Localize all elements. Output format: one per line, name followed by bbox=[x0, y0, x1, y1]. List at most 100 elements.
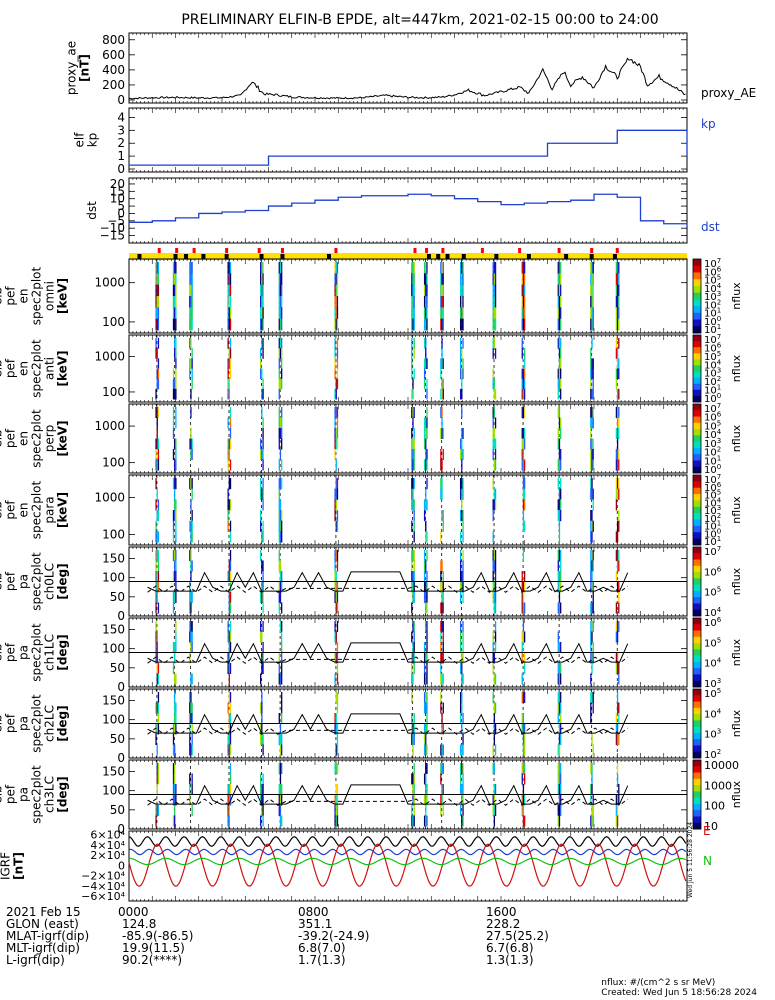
colorbar-cell bbox=[693, 689, 701, 696]
flux-cell bbox=[227, 488, 229, 500]
flux-cell bbox=[281, 459, 283, 471]
flux-cell bbox=[229, 296, 232, 308]
flux-cell bbox=[229, 763, 232, 774]
flux-cell bbox=[279, 348, 282, 359]
flux-cell bbox=[190, 673, 192, 685]
flux-cell bbox=[157, 378, 160, 390]
flux-cell bbox=[493, 815, 496, 827]
flux-cell bbox=[462, 773, 464, 785]
flux-cell bbox=[281, 581, 283, 593]
flux-cell bbox=[441, 407, 443, 418]
flux-cell bbox=[494, 702, 497, 714]
flux-cell bbox=[412, 273, 414, 286]
flux-cell bbox=[618, 449, 620, 460]
colorbar-cell bbox=[693, 365, 701, 373]
flux-cell bbox=[616, 815, 619, 827]
flux-cell bbox=[229, 560, 232, 572]
flux-cell bbox=[260, 702, 262, 714]
flux-cell bbox=[411, 581, 413, 593]
flux-cell bbox=[334, 723, 336, 735]
flux-cell bbox=[279, 744, 282, 756]
flux-cell bbox=[191, 488, 193, 500]
flux-cell bbox=[260, 621, 262, 632]
flux-cell bbox=[174, 713, 176, 724]
flux-cell bbox=[590, 348, 592, 359]
flux-cell bbox=[425, 348, 427, 359]
flux-cell bbox=[189, 438, 191, 450]
flux-cell bbox=[558, 273, 561, 286]
zone-marker bbox=[225, 248, 229, 253]
flux-cell bbox=[174, 744, 176, 756]
flux-cell bbox=[260, 592, 262, 603]
flux-cell bbox=[335, 581, 337, 593]
flux-cell bbox=[174, 438, 176, 450]
flux-cell bbox=[494, 307, 497, 320]
flux-cell bbox=[278, 262, 280, 274]
flux-cell bbox=[279, 273, 282, 286]
flux-cell bbox=[174, 571, 176, 582]
flux-cell bbox=[157, 763, 160, 774]
flux-cell bbox=[172, 642, 175, 653]
flux-cell bbox=[590, 581, 592, 593]
flux-cell bbox=[175, 784, 177, 795]
flux-cell bbox=[522, 631, 525, 643]
flux-cell bbox=[412, 407, 414, 418]
flux-cell bbox=[592, 550, 594, 561]
flux-cell bbox=[557, 407, 559, 418]
flux-cell bbox=[592, 318, 594, 331]
flux-cell bbox=[411, 673, 413, 685]
flux-cell bbox=[227, 338, 229, 349]
flux-cell bbox=[411, 713, 413, 724]
flux-cell bbox=[156, 348, 158, 359]
zone-marker bbox=[257, 248, 261, 253]
flux-cell bbox=[411, 488, 413, 500]
flux-cell bbox=[279, 378, 282, 390]
flux-cell bbox=[442, 702, 444, 714]
y-tick-label: 0 bbox=[117, 751, 125, 765]
flux-cell bbox=[336, 368, 339, 380]
flux-cell bbox=[411, 388, 413, 400]
flux-cell bbox=[189, 273, 191, 286]
flux-cell bbox=[425, 815, 427, 827]
y-tick-label: 50 bbox=[110, 803, 125, 817]
flux-cell bbox=[175, 510, 177, 522]
flux-cell bbox=[492, 262, 494, 274]
flux-cell bbox=[334, 407, 336, 418]
flux-cell bbox=[157, 805, 160, 816]
flux-cell bbox=[229, 773, 232, 785]
flux-cell bbox=[191, 307, 193, 320]
y-axis-label: elb bbox=[0, 359, 5, 377]
flux-cell bbox=[278, 368, 280, 380]
flux-cell bbox=[174, 702, 176, 714]
ephemeris-value: 228.2 bbox=[486, 917, 521, 931]
y-tick-label: 200 bbox=[102, 78, 125, 92]
series-line bbox=[129, 129, 688, 166]
flux-cell bbox=[155, 348, 157, 359]
flux-cell bbox=[172, 449, 175, 460]
flux-cell bbox=[560, 773, 562, 785]
flux-cell bbox=[157, 663, 160, 674]
ephemeris-value: 6.8(7.0) bbox=[298, 941, 346, 955]
flux-cell bbox=[462, 284, 464, 297]
flux-cell bbox=[492, 273, 494, 286]
flux-cell bbox=[175, 531, 177, 543]
colorbar-cell bbox=[693, 532, 701, 540]
flux-cell bbox=[494, 642, 497, 653]
flux-cell bbox=[172, 734, 175, 745]
flux-cell bbox=[281, 571, 283, 582]
flux-cell bbox=[592, 296, 594, 308]
flux-cell bbox=[413, 348, 415, 359]
flux-cell bbox=[411, 631, 413, 643]
flux-cell bbox=[260, 307, 262, 320]
flux-cell bbox=[175, 388, 177, 400]
trace-e bbox=[128, 843, 687, 887]
flux-cell bbox=[189, 262, 191, 274]
flux-cell bbox=[413, 307, 415, 320]
flux-cell bbox=[425, 581, 427, 593]
colorbar-tick-exponent: 6 bbox=[717, 616, 722, 624]
flux-cell bbox=[591, 602, 593, 614]
flux-cell bbox=[557, 805, 559, 816]
flux-cell bbox=[522, 510, 525, 522]
